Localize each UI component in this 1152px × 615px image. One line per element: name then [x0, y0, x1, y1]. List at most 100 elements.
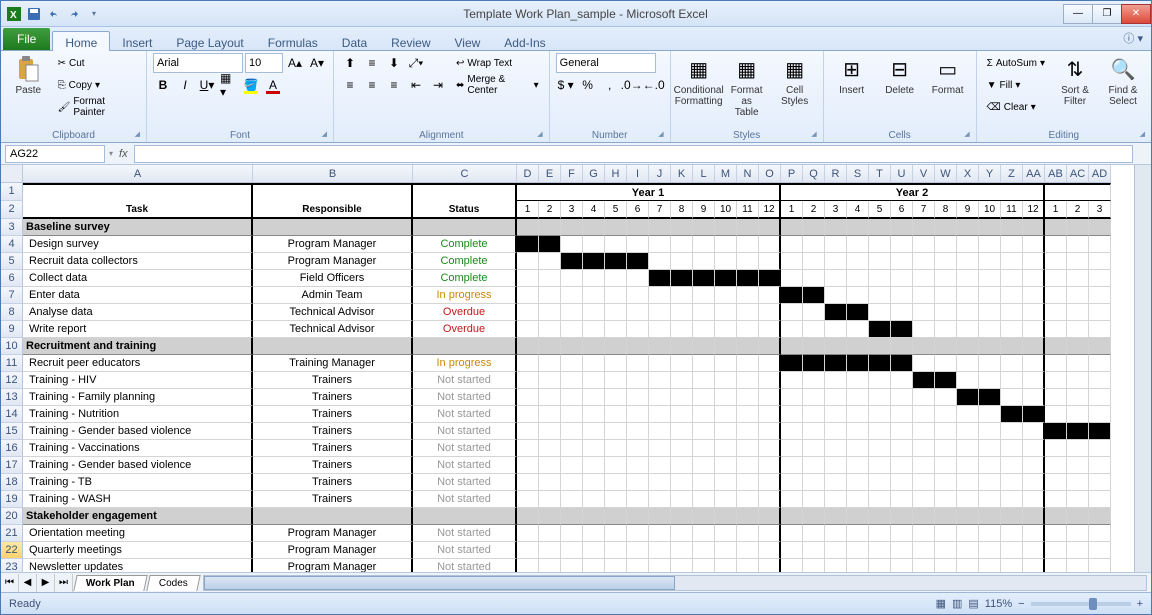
cell[interactable] [1045, 236, 1067, 253]
cell[interactable] [781, 287, 803, 304]
column-header[interactable]: P [781, 165, 803, 183]
cell[interactable] [671, 559, 693, 572]
cell[interactable] [759, 423, 781, 440]
cell[interactable] [605, 355, 627, 372]
cell[interactable] [737, 406, 759, 423]
cell[interactable] [649, 559, 671, 572]
cell[interactable]: Not started [413, 423, 517, 440]
cell[interactable] [583, 389, 605, 406]
cell[interactable] [517, 389, 539, 406]
row-header[interactable]: 15 [1, 423, 23, 440]
cell[interactable]: Not started [413, 406, 517, 423]
cell[interactable]: Trainers [253, 406, 413, 423]
cell[interactable]: Task [23, 201, 253, 219]
zoom-in-button[interactable]: + [1137, 598, 1143, 610]
cell[interactable] [561, 474, 583, 491]
cell[interactable] [671, 236, 693, 253]
row-header[interactable]: 2 [1, 201, 23, 219]
cell[interactable] [539, 338, 561, 355]
sheet-tab-work-plan[interactable]: Work Plan [73, 575, 147, 591]
cell[interactable] [737, 423, 759, 440]
cell[interactable]: Baseline survey [23, 219, 253, 236]
cell[interactable] [627, 423, 649, 440]
cell[interactable] [847, 406, 869, 423]
cell[interactable] [715, 304, 737, 321]
cell[interactable] [1045, 406, 1067, 423]
cell[interactable] [847, 236, 869, 253]
cell[interactable]: Program Manager [253, 253, 413, 270]
cell[interactable] [583, 525, 605, 542]
cell[interactable] [1023, 457, 1045, 474]
cell[interactable] [1067, 253, 1089, 270]
cell[interactable] [693, 219, 715, 236]
align-top-button[interactable]: ⬆ [340, 53, 360, 73]
cell[interactable] [825, 423, 847, 440]
cell[interactable] [803, 406, 825, 423]
cell[interactable] [605, 406, 627, 423]
cell[interactable] [583, 219, 605, 236]
cut-button[interactable]: ✂Cut [54, 53, 140, 73]
cell[interactable] [1001, 406, 1023, 423]
cell[interactable] [825, 491, 847, 508]
underline-button[interactable]: U ▾ [197, 75, 217, 95]
cell[interactable] [1023, 270, 1045, 287]
cell[interactable] [627, 270, 649, 287]
cell[interactable]: Not started [413, 474, 517, 491]
cell[interactable] [715, 338, 737, 355]
cell[interactable]: 1 [1045, 201, 1067, 219]
row-header[interactable]: 16 [1, 440, 23, 457]
cell[interactable] [913, 525, 935, 542]
cell[interactable] [561, 542, 583, 559]
view-normal-icon[interactable]: ▦ [936, 597, 946, 610]
cell[interactable] [1045, 491, 1067, 508]
cell[interactable]: 12 [1023, 201, 1045, 219]
cell[interactable] [715, 355, 737, 372]
cell[interactable] [649, 219, 671, 236]
cell[interactable] [649, 423, 671, 440]
cell[interactable] [583, 474, 605, 491]
cell[interactable] [605, 440, 627, 457]
indent-dec-button[interactable]: ⇤ [406, 75, 426, 95]
cell[interactable] [561, 508, 583, 525]
find-select-button[interactable]: 🔍Find & Select [1101, 53, 1145, 109]
cell[interactable]: Not started [413, 525, 517, 542]
cell[interactable]: Not started [413, 559, 517, 572]
cell[interactable] [759, 270, 781, 287]
cell[interactable] [869, 355, 891, 372]
cell[interactable] [759, 321, 781, 338]
cell[interactable] [693, 270, 715, 287]
column-header[interactable]: J [649, 165, 671, 183]
cell[interactable]: Not started [413, 372, 517, 389]
sheet-nav-next[interactable]: ▶ [37, 574, 55, 592]
cell[interactable] [891, 304, 913, 321]
cell[interactable] [583, 559, 605, 572]
cell[interactable] [759, 525, 781, 542]
copy-button[interactable]: ⎘Copy ▾ [54, 75, 140, 95]
cell[interactable] [869, 525, 891, 542]
cell[interactable]: 12 [759, 201, 781, 219]
cell[interactable] [759, 355, 781, 372]
dec-decimal-button[interactable]: ←.0 [644, 75, 664, 95]
cell[interactable] [869, 542, 891, 559]
cell[interactable] [979, 542, 1001, 559]
cell[interactable] [1089, 355, 1111, 372]
cell[interactable] [847, 525, 869, 542]
cell[interactable] [649, 440, 671, 457]
cell[interactable] [693, 372, 715, 389]
cell[interactable] [715, 440, 737, 457]
cell[interactable] [627, 355, 649, 372]
cell[interactable] [759, 491, 781, 508]
cell[interactable] [957, 338, 979, 355]
cell[interactable] [1023, 389, 1045, 406]
cell[interactable] [583, 270, 605, 287]
cell[interactable]: Not started [413, 440, 517, 457]
percent-button[interactable]: % [578, 75, 598, 95]
cell[interactable] [627, 236, 649, 253]
cell[interactable] [891, 542, 913, 559]
cell[interactable]: Stakeholder engagement [23, 508, 253, 525]
row-header[interactable]: 1 [1, 183, 23, 201]
cell[interactable] [539, 457, 561, 474]
cell[interactable] [781, 491, 803, 508]
cell[interactable] [737, 219, 759, 236]
cell[interactable] [649, 270, 671, 287]
